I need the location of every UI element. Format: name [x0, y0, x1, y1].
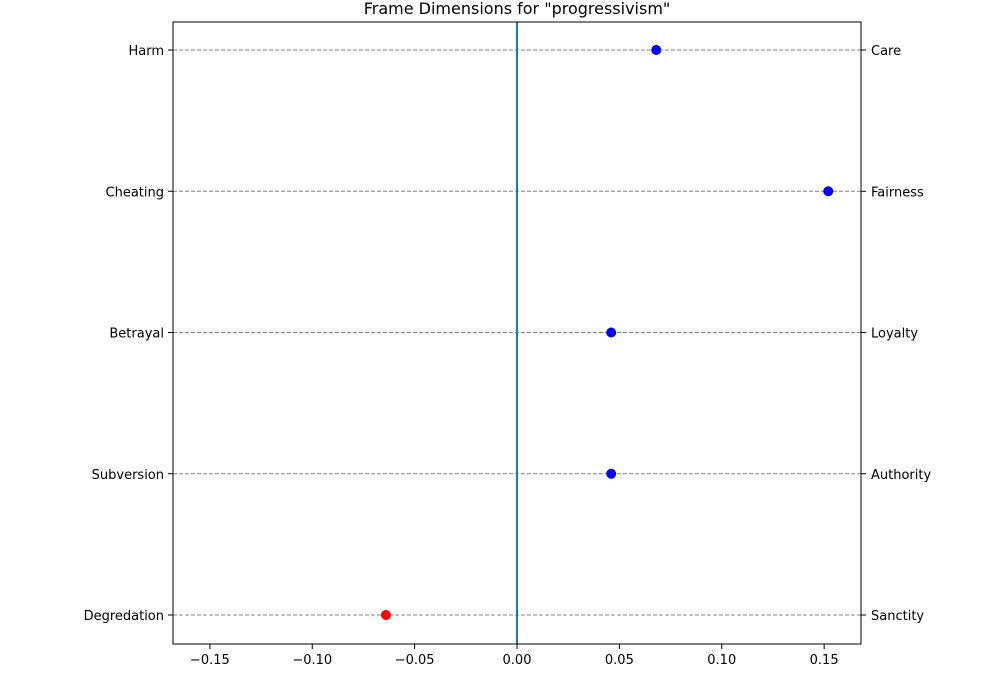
- y-tick-label-right: Loyalty: [871, 327, 918, 342]
- data-point: [651, 45, 662, 55]
- x-tick-label: 0.10: [707, 653, 736, 668]
- x-tick-label: 0.00: [503, 653, 532, 668]
- y-tick-label-right: Care: [871, 44, 901, 59]
- y-tick-label-right: Authority: [871, 468, 931, 483]
- y-tick-label-left: Harm: [128, 44, 164, 59]
- x-tick-label: −0.05: [395, 653, 435, 668]
- y-tick-label-left: Degredation: [84, 609, 164, 624]
- x-tick-label: −0.15: [190, 653, 230, 668]
- x-tick-label: −0.10: [292, 653, 332, 668]
- points-layer: [380, 45, 834, 620]
- y-tick-label-left: Cheating: [106, 185, 164, 200]
- data-point: [823, 186, 834, 197]
- y-tick-label-left: Subversion: [92, 468, 164, 483]
- y-axis-right: Care Fairness Loyalty Authority Sanctity: [861, 44, 931, 624]
- y-tick-label-left: Betrayal: [109, 327, 164, 342]
- data-point: [606, 468, 617, 479]
- x-tick-label: 0.15: [810, 653, 839, 668]
- data-point: [380, 610, 391, 620]
- x-tick-label: 0.05: [605, 653, 634, 668]
- y-tick-label-right: Sanctity: [871, 609, 924, 624]
- y-axis-left: Harm Cheating Betrayal Subversion Degredatio…: [84, 44, 173, 624]
- data-point: [606, 327, 617, 338]
- chart-title: Frame Dimensions for "progressivism": [364, 0, 671, 18]
- x-axis: −0.15 −0.10 −0.05 0.00 0.05 0.10 0.15: [190, 644, 839, 668]
- y-tick-label-right: Fairness: [871, 185, 924, 200]
